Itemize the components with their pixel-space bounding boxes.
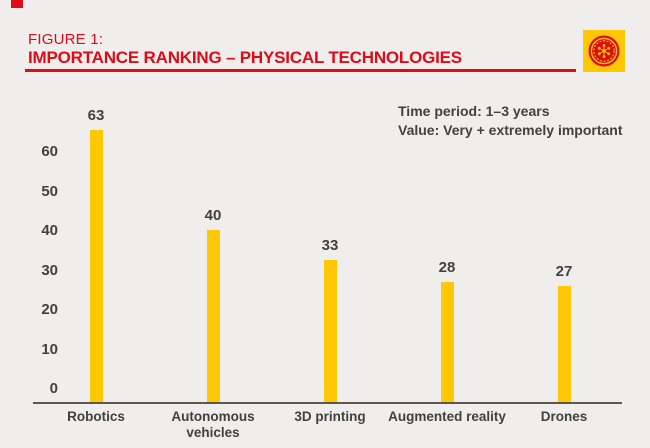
y-tick-label-30: 30 [41,261,58,279]
bar-value-label-robotics: 63 [87,107,105,124]
bar-autonomous-vehicles [207,230,220,403]
bar-drones [558,286,571,403]
category-label-augmented-reality: Augmented reality [388,409,506,424]
y-tick-label-60: 60 [41,143,58,160]
corner-mark [11,0,23,8]
chart-annotation: Time period: 1–3 years Value: Very + ext… [398,102,623,139]
bar-value-label-augmented-reality: 28 [438,259,456,276]
figure-title: IMPORTANCE RANKING – PHYSICAL TECHNOLOGI… [28,48,462,67]
x-axis-line [33,402,622,404]
bar-3d-printing [324,260,337,403]
header-rule [25,69,576,72]
bar-value-label-autonomous-vehicles: 40 [204,207,222,224]
category-label-3d-printing: 3D printing [294,409,366,424]
annotation-value: Value: Very + extremely important [398,121,623,138]
y-tick-label-20: 20 [41,301,58,318]
y-tick-label-50: 50 [41,182,58,200]
bar-value-label-drones: 27 [555,263,573,280]
annotation-time-period: Time period: 1–3 years [398,103,550,119]
bar-augmented-reality [441,282,454,403]
category-label-robotics: Robotics [67,409,125,424]
y-tick-label-40: 40 [41,222,58,239]
category-label-autonomous-vehicles: Autonomous vehicles [171,409,255,440]
figure-label: FIGURE 1: [28,31,104,48]
y-tick-label-0: 0 [49,380,58,397]
bar-robotics [90,130,103,403]
category-label-drones: Drones [540,409,588,424]
bar-value-label-3d-printing: 33 [321,237,339,254]
y-tick-label-10: 10 [41,340,58,358]
emblem-logo-icon [583,30,625,72]
